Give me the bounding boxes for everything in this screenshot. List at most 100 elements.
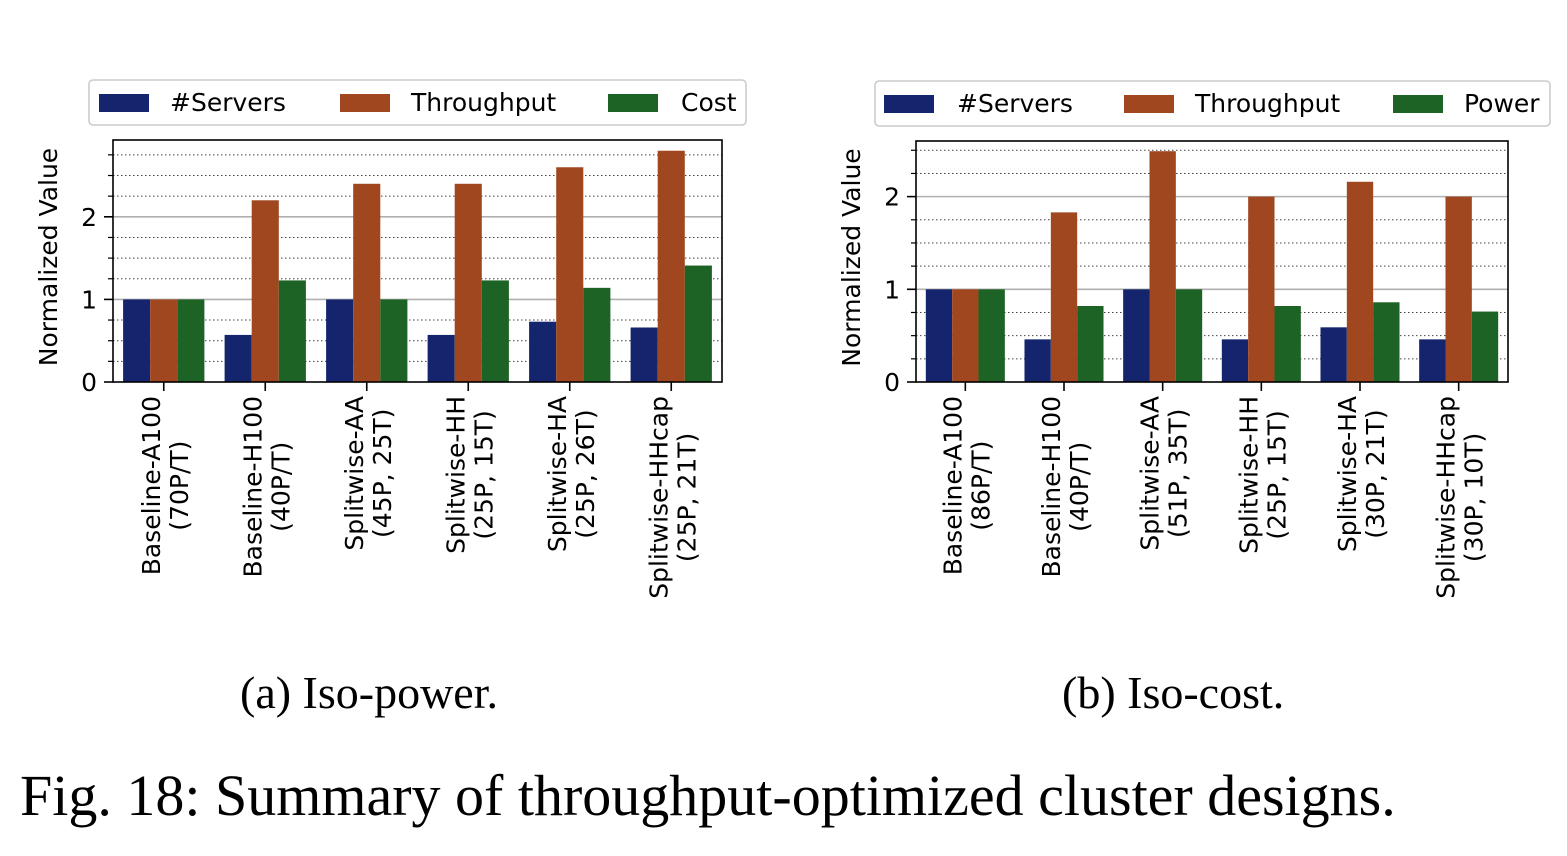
bar-power [978, 289, 1005, 382]
y-tick-label: 2 [884, 183, 900, 212]
x-tick-label-line: (51P, 35T) [1164, 409, 1193, 538]
bar-throughput [1248, 196, 1275, 382]
bar-throughput [556, 167, 584, 382]
bar-power [1175, 289, 1203, 382]
x-tick-label: Splitwise-AA(51P, 35T) [1136, 396, 1193, 551]
legend-swatch [884, 95, 934, 113]
x-tick-label: Splitwise-HA(25P, 26T) [543, 396, 600, 552]
legend-swatch [1393, 95, 1443, 113]
x-tick-label-line: (86P/T) [966, 441, 995, 531]
bar-servers [925, 289, 953, 382]
bar-servers [224, 334, 252, 382]
bar-servers [427, 334, 455, 382]
x-tick-label-line: (70P/T) [165, 441, 194, 531]
x-tick-label-line: Splitwise-HA [543, 396, 572, 552]
y-tick-label: 0 [884, 368, 900, 397]
y-axis-label: Normalized Value [34, 148, 63, 366]
chart-b: 0 1 2 Baseline-A100(86P/T) Baseline-H100(40P… [837, 80, 1551, 599]
x-tick-label-line: Splitwise-HH [1234, 396, 1263, 554]
bar-servers [123, 299, 151, 382]
x-tick-label-line: Splitwise-HHcap [1432, 396, 1461, 599]
x-tick-label-line: Splitwise-HA [1333, 396, 1362, 552]
x-tick-label: Baseline-A100(70P/T) [137, 396, 194, 575]
y-tick-label: 1 [884, 275, 900, 304]
subcaption-a: (a) Iso-power. [240, 667, 499, 718]
subcaption-b: (b) Iso-cost. [1062, 667, 1285, 718]
bar-cost [481, 280, 509, 382]
y-axis-label: Normalized Value [837, 148, 866, 366]
x-tick-label-line: (25P, 15T) [1262, 410, 1291, 539]
bar-throughput [1346, 181, 1374, 382]
bar-power [1077, 305, 1104, 382]
x-tick-label: Splitwise-HA(30P, 21T) [1333, 396, 1390, 552]
x-tick-label: Baseline-H100(40P/T) [238, 396, 295, 578]
legend-label: Cost [681, 88, 737, 117]
bar-throughput [454, 183, 482, 382]
x-tick-label-line: (40P/T) [266, 442, 295, 532]
x-tick-label: Splitwise-HHcap(25P, 21T) [644, 396, 701, 599]
bar-power [1471, 311, 1499, 382]
y-tick-label: 0 [81, 368, 97, 397]
bar-power [1373, 302, 1400, 382]
bar-throughput [952, 289, 979, 382]
chart-a: 0 1 2 Baseline-A100(70P/T) Baseline-H100(40P… [34, 79, 747, 599]
y-tick-label: 2 [81, 203, 97, 232]
bar-throughput [353, 183, 381, 382]
bar-throughput [251, 200, 279, 382]
legend-label: Power [1464, 89, 1540, 118]
x-tick-label: Baseline-A100(86P/T) [938, 396, 995, 575]
legend-label: Throughput [410, 88, 556, 117]
legend-swatch [340, 94, 390, 112]
x-tick-label-line: Baseline-A100 [137, 396, 166, 575]
x-tick-label-line: (30P, 10T) [1460, 433, 1489, 562]
legend-label: Throughput [1194, 89, 1340, 118]
legend-box [88, 79, 747, 126]
legend-box [874, 80, 1551, 127]
legend-label: #Servers [170, 88, 286, 117]
bar-cost [380, 299, 408, 382]
bar-throughput [1149, 151, 1176, 382]
bar-cost [177, 299, 205, 382]
x-tick-label-line: Baseline-A100 [938, 396, 967, 575]
x-tick-label-line: (40P/T) [1065, 442, 1094, 532]
x-tick-label-line: Splitwise-AA [340, 396, 369, 551]
bar-servers [529, 321, 557, 382]
bar-servers [630, 327, 658, 382]
plot-frame [915, 140, 1509, 383]
x-tick-label-line: Baseline-H100 [238, 396, 267, 578]
bar-cost [583, 287, 611, 382]
bar-throughput [657, 150, 685, 382]
x-tick-label-line: (25P, 15T) [469, 410, 498, 539]
y-tick-label: 1 [81, 285, 97, 314]
bar-cost [278, 280, 306, 382]
x-tick-label: Splitwise-HH(25P, 15T) [441, 396, 498, 554]
figure-caption: Fig. 18: Summary of throughput-optimized… [20, 763, 1396, 828]
bar-cost [684, 265, 712, 382]
legend-swatch [1124, 95, 1174, 113]
bar-servers [326, 299, 354, 382]
bar-servers [1024, 339, 1051, 382]
x-tick-label: Splitwise-HH(25P, 15T) [1234, 396, 1291, 554]
bar-throughput [1050, 212, 1078, 382]
x-tick-label-line: (25P, 26T) [571, 409, 600, 538]
bar-throughput [150, 299, 178, 382]
plot-frame [112, 139, 723, 383]
bar-servers [1320, 327, 1347, 382]
x-tick-label-line: Splitwise-AA [1136, 396, 1165, 551]
legend-swatch [99, 94, 149, 112]
bar-servers [1221, 339, 1249, 382]
x-tick-label-line: (30P, 21T) [1361, 409, 1390, 538]
x-tick-label-line: Splitwise-HH [441, 396, 470, 554]
x-tick-label-line: Baseline-H100 [1037, 396, 1066, 578]
x-tick-label: Splitwise-AA(45P, 25T) [340, 396, 397, 551]
bar-servers [1123, 289, 1150, 382]
x-tick-label-line: Splitwise-HHcap [644, 396, 673, 599]
x-tick-label-line: (45P, 25T) [368, 409, 397, 538]
legend-label: #Servers [957, 89, 1073, 118]
x-tick-label: Splitwise-HHcap(30P, 10T) [1432, 396, 1489, 599]
x-tick-label: Baseline-H100(40P/T) [1037, 396, 1094, 578]
x-tick-label-line: (25P, 21T) [672, 433, 701, 562]
bar-power [1274, 305, 1301, 382]
bar-throughput [1445, 196, 1472, 382]
